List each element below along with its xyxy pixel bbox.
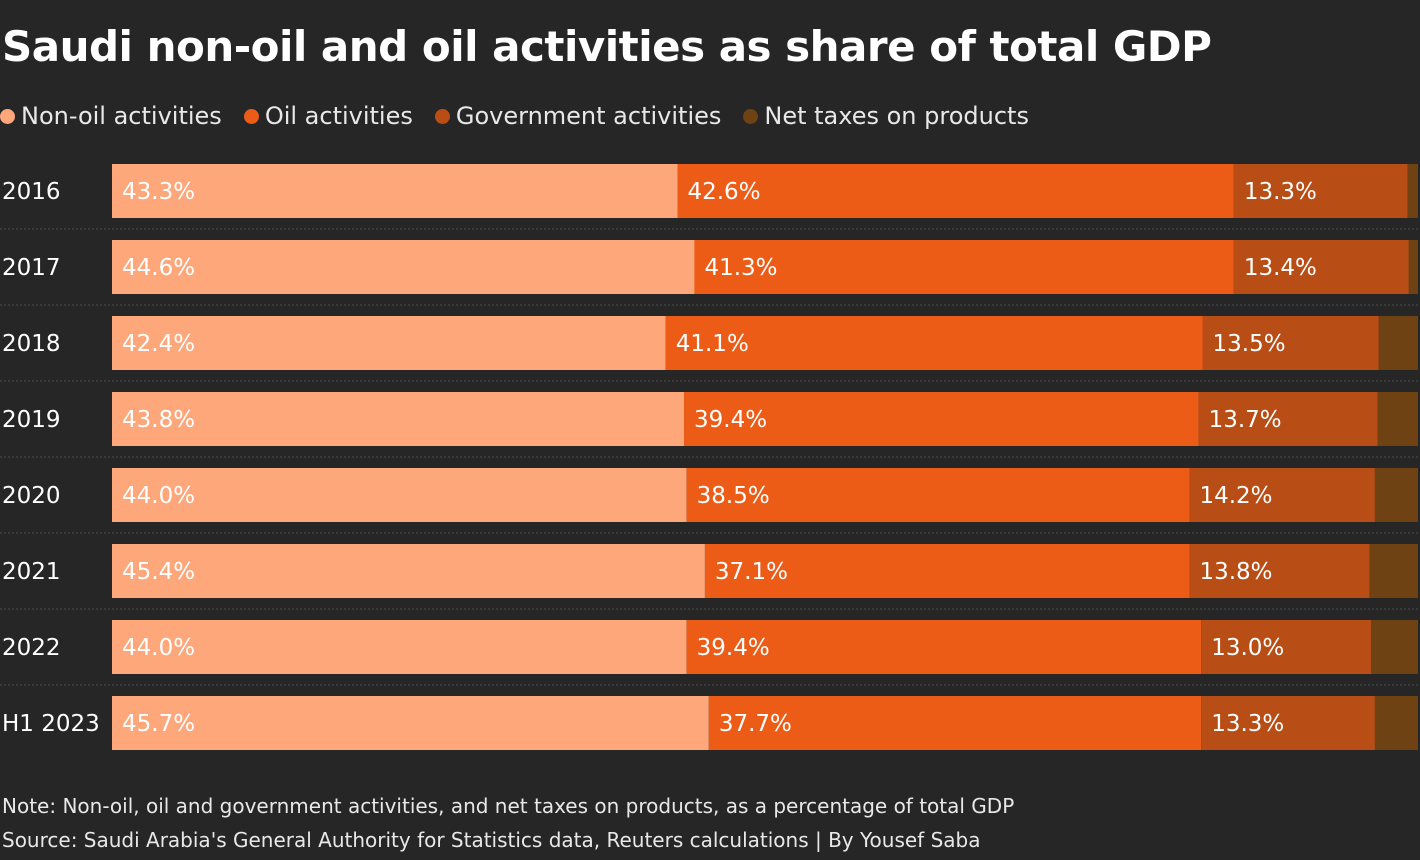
data-label: 13.7% [1209,407,1282,433]
chart-note: Note: Non-oil, oil and government activi… [2,794,1015,818]
bar-segment-government-activities [1201,696,1375,750]
bar-segment-net-taxes-on-products [1374,696,1418,750]
bar-segment-net-taxes-on-products [1378,316,1418,370]
bar-segment-oil-activities [665,316,1203,370]
bar-segment-government-activities [1189,544,1370,598]
data-label: 44.0% [122,483,195,509]
category-label: 2021 [2,559,61,585]
bar-segment-non-oil-activities [112,316,666,370]
legend-item-net-taxes-on-products: Net taxes on products [743,102,1029,130]
data-label: 13.3% [1211,711,1284,737]
data-label: 13.5% [1213,331,1286,357]
legend-item-oil-activities: Oil activities [243,102,413,130]
data-label: 42.4% [122,331,195,357]
category-label: 2020 [2,483,61,509]
bar-segment-non-oil-activities [112,468,687,522]
data-label: 13.0% [1211,635,1284,661]
chart-title: Saudi non-oil and oil activities as shar… [2,22,1212,71]
category-label: 2017 [2,255,61,281]
bar-segment-oil-activities [704,544,1190,598]
chart-source: Source: Saudi Arabia's General Authority… [2,828,981,852]
bar-segment-government-activities [1189,468,1375,522]
data-label: 39.4% [694,407,767,433]
data-label: 13.8% [1199,559,1272,585]
bar-segment-oil-activities [684,392,1199,446]
bar-segment-net-taxes-on-products [1377,392,1418,446]
data-label: 43.8% [122,407,195,433]
bar-segment-government-activities [1233,164,1408,218]
legend-label-net-taxes-on-products: Net taxes on products [764,102,1029,130]
data-label: 38.5% [697,483,770,509]
data-label: 44.6% [122,255,195,281]
legend-label-oil-activities: Oil activities [264,102,413,130]
legend-swatch-net-taxes-on-products [743,108,759,124]
bar-segment-non-oil-activities [112,620,687,674]
legend: Non-oil activities Oil activities Governme… [0,102,1051,130]
data-label: 13.4% [1244,255,1317,281]
bar-segment-net-taxes-on-products [1369,544,1418,598]
bar-segment-net-taxes-on-products [1374,468,1418,522]
data-label: 42.6% [687,179,760,205]
bar-segment-net-taxes-on-products [1407,164,1418,218]
bar-segment-oil-activities [686,620,1202,674]
bar-segment-net-taxes-on-products [1370,620,1418,674]
data-label: 14.2% [1199,483,1272,509]
bar-segment-oil-activities [677,164,1234,218]
bar-segment-non-oil-activities [112,240,695,294]
category-label: 2019 [2,407,61,433]
category-label: 2016 [2,179,61,205]
legend-item-non-oil-activities: Non-oil activities [0,102,222,130]
legend-swatch-oil-activities [243,108,259,124]
bar-segment-non-oil-activities [112,544,705,598]
legend-swatch-non-oil-activities [0,108,15,124]
category-label: 2022 [2,635,61,661]
category-label: 2018 [2,331,61,357]
data-label: 37.7% [719,711,792,737]
stacked-bar-chart: 2016 43.3% 42.6% 13.3% 2017 44.6% 41.3% 13.4% 20… [0,164,1420,750]
bar-segment-oil-activities [708,696,1202,750]
legend-swatch-government-activities [434,108,450,124]
bar-segment-oil-activities [686,468,1190,522]
bar-segment-government-activities [1202,316,1379,370]
data-label: 41.1% [676,331,749,357]
bar-segment-government-activities [1198,392,1378,446]
data-label: 43.3% [122,179,195,205]
bar-segment-government-activities [1201,620,1371,674]
data-label: 44.0% [122,635,195,661]
bar-segment-non-oil-activities [112,392,685,446]
bar-segment-non-oil-activities [112,696,709,750]
data-label: 37.1% [715,559,788,585]
data-label: 45.7% [122,711,195,737]
bar-segment-non-oil-activities [112,164,678,218]
data-label: 13.3% [1244,179,1317,205]
legend-label-non-oil-activities: Non-oil activities [21,102,222,130]
bar-segment-net-taxes-on-products [1408,240,1418,294]
category-label: H1 2023 [2,711,100,737]
legend-item-government-activities: Government activities [434,102,722,130]
data-label: 41.3% [704,255,777,281]
bar-segment-government-activities [1233,240,1409,294]
bar-segment-oil-activities [694,240,1234,294]
data-label: 39.4% [697,635,770,661]
data-label: 45.4% [122,559,195,585]
legend-label-government-activities: Government activities [455,102,722,130]
